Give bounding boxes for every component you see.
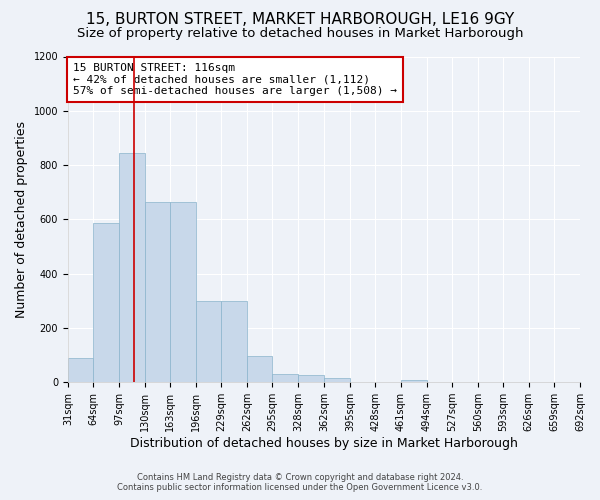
Text: Contains HM Land Registry data © Crown copyright and database right 2024.
Contai: Contains HM Land Registry data © Crown c… [118,473,482,492]
X-axis label: Distribution of detached houses by size in Market Harborough: Distribution of detached houses by size … [130,437,518,450]
Bar [170,202,196,382]
Y-axis label: Number of detached properties: Number of detached properties [15,121,28,318]
Bar [272,374,298,382]
Bar [401,380,427,382]
Bar [145,202,170,382]
Text: 15, BURTON STREET, MARKET HARBOROUGH, LE16 9GY: 15, BURTON STREET, MARKET HARBOROUGH, LE… [86,12,514,28]
Bar [325,378,350,382]
Bar [196,301,221,382]
Text: Size of property relative to detached houses in Market Harborough: Size of property relative to detached ho… [77,28,523,40]
Bar [247,356,272,382]
Text: 15 BURTON STREET: 116sqm
← 42% of detached houses are smaller (1,112)
57% of sem: 15 BURTON STREET: 116sqm ← 42% of detach… [73,63,397,96]
Bar [119,153,145,382]
Bar [298,376,323,382]
Bar [68,358,94,382]
Bar [221,301,247,382]
Bar [94,224,119,382]
